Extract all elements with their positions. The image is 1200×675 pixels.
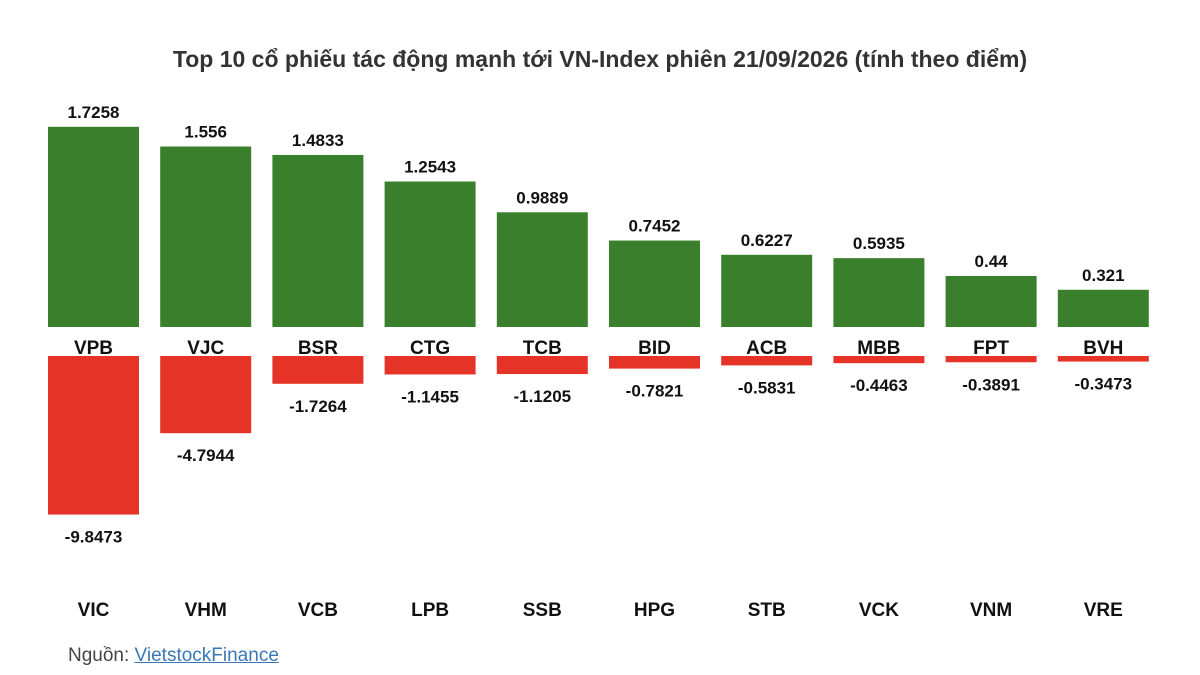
negative-bar	[945, 356, 1037, 363]
negative-bar	[833, 356, 925, 364]
negative-category-label: VNM	[970, 600, 1012, 621]
negative-value-label: -0.3891	[962, 375, 1020, 394]
negative-category-label: HPG	[634, 600, 675, 621]
positive-value-label: 0.9889	[516, 188, 568, 207]
negative-bar	[609, 356, 700, 369]
positive-value-label: 0.7452	[629, 217, 681, 236]
source-link[interactable]: VietstockFinance	[134, 645, 279, 666]
negative-value-label: -1.1205	[513, 387, 571, 406]
positive-category-label: BVH	[1083, 338, 1123, 359]
positive-category-label: VJC	[187, 338, 224, 359]
positive-category-label: CTG	[410, 338, 450, 359]
positive-bar	[384, 181, 476, 327]
positive-value-label: 1.2543	[404, 158, 456, 177]
positive-value-label: 1.556	[184, 123, 227, 142]
negative-bar	[1057, 356, 1149, 362]
positive-bar	[945, 275, 1037, 327]
positive-value-label: 0.6227	[741, 231, 793, 250]
positive-bar	[48, 126, 139, 328]
negative-value-label: -0.5831	[738, 378, 796, 397]
negative-bar	[496, 356, 588, 375]
positive-category-label: FPT	[973, 338, 1009, 359]
positive-category-label: TCB	[523, 338, 562, 359]
negative-bar	[384, 356, 476, 375]
positive-category-label: BID	[638, 338, 671, 359]
source-prefix: Nguồn:	[68, 645, 135, 666]
chart-title: Top 10 cổ phiếu tác động mạnh tới VN-Ind…	[172, 46, 1028, 72]
negative-category-label: VHM	[185, 600, 227, 621]
positive-category-label: ACB	[746, 338, 787, 359]
negative-category-label: VCB	[298, 600, 338, 621]
negative-value-label: -0.4463	[850, 376, 908, 395]
negative-value-label: -4.7944	[177, 446, 235, 465]
positive-value-label: 0.321	[1082, 266, 1125, 285]
positive-bar	[1057, 289, 1149, 327]
positive-bar	[496, 212, 588, 327]
positive-category-label: MBB	[857, 338, 900, 359]
positive-value-label: 0.5935	[853, 234, 905, 253]
source-line: Nguồn: VietstockFinance	[68, 645, 279, 667]
negative-category-label: VIC	[78, 600, 110, 621]
negative-category-label: VRE	[1084, 600, 1123, 621]
positive-category-label: BSR	[298, 338, 338, 359]
negative-value-label: -1.7264	[289, 397, 347, 416]
negative-bar	[272, 356, 364, 384]
positive-value-label: 1.4833	[292, 131, 344, 150]
positive-bar	[160, 146, 252, 327]
negative-value-label: -0.7821	[626, 382, 684, 401]
positive-bar	[272, 154, 364, 327]
positive-category-label: VPB	[74, 338, 113, 359]
positive-bar	[833, 258, 925, 327]
negative-bar	[721, 356, 813, 366]
negative-value-label: -9.8473	[65, 528, 123, 547]
negative-category-label: SSB	[523, 600, 562, 621]
positive-bar	[609, 240, 700, 327]
negative-bar	[48, 356, 139, 515]
negative-value-label: -1.1455	[401, 387, 459, 406]
positive-value-label: 1.7258	[68, 103, 120, 122]
negative-category-label: LPB	[411, 600, 449, 621]
negative-bar	[160, 356, 252, 434]
positive-value-label: 0.44	[975, 252, 1009, 271]
negative-category-label: VCK	[859, 600, 899, 621]
negative-value-label: -0.3473	[1074, 375, 1132, 394]
negative-category-label: STB	[748, 600, 786, 621]
positive-bar	[721, 254, 813, 327]
